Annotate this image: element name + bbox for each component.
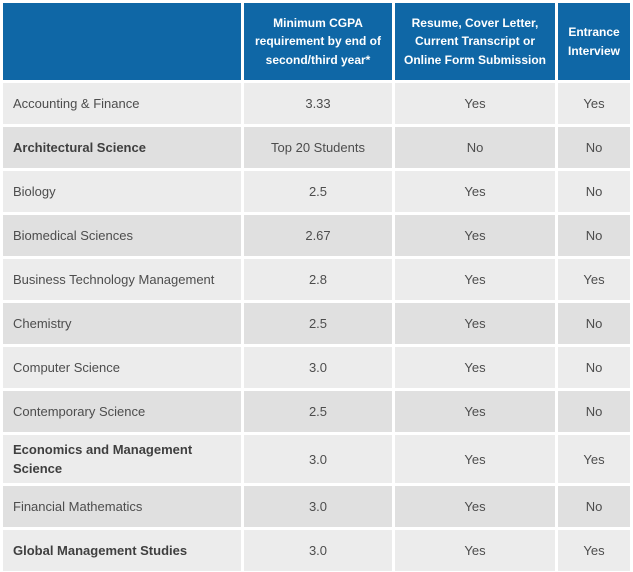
table-row: Biomedical Sciences 2.67 Yes No	[3, 215, 630, 256]
resume-cell: Yes	[395, 215, 555, 256]
program-cell: Biomedical Sciences	[3, 215, 241, 256]
table-row: Computer Science 3.0 Yes No	[3, 347, 630, 388]
header-program	[3, 3, 241, 80]
cgpa-cell: Top 20 Students	[244, 127, 392, 168]
table-row: Economics and Management Science 3.0 Yes Ye…	[3, 435, 630, 483]
header-entrance-interview: Entrance Interview	[558, 3, 630, 80]
resume-cell: Yes	[395, 171, 555, 212]
table-body: Accounting & Finance 3.33 Yes Yes Architectu…	[3, 83, 630, 572]
program-cell: Computer Science	[3, 347, 241, 388]
table-row: Contemporary Science 2.5 Yes No	[3, 391, 630, 432]
table-row: Business Technology Management 2.8 Yes Yes	[3, 259, 630, 300]
header-cgpa-requirement: Minimum CGPA requirement by end of secon…	[244, 3, 392, 80]
resume-cell: Yes	[395, 435, 555, 483]
cgpa-cell: 3.0	[244, 530, 392, 571]
interview-cell: No	[558, 215, 630, 256]
cgpa-cell: 2.67	[244, 215, 392, 256]
program-cell: Contemporary Science	[3, 391, 241, 432]
table-row: Biology 2.5 Yes No	[3, 171, 630, 212]
interview-cell: Yes	[558, 83, 630, 124]
cgpa-cell: 3.0	[244, 435, 392, 483]
resume-cell: Yes	[395, 486, 555, 527]
cgpa-cell: 3.0	[244, 347, 392, 388]
program-cell: Economics and Management Science	[3, 435, 241, 483]
cgpa-cell: 2.8	[244, 259, 392, 300]
table-row: Global Management Studies 3.0 Yes Yes	[3, 530, 630, 571]
program-cell: Biology	[3, 171, 241, 212]
program-cell: Architectural Science	[3, 127, 241, 168]
program-cell: Chemistry	[3, 303, 241, 344]
header-resume-submission: Resume, Cover Letter, Current Transcript…	[395, 3, 555, 80]
resume-cell: Yes	[395, 391, 555, 432]
program-cell: Accounting & Finance	[3, 83, 241, 124]
program-cell: Business Technology Management	[3, 259, 241, 300]
table-row: Architectural Science Top 20 Students No No	[3, 127, 630, 168]
interview-cell: No	[558, 171, 630, 212]
program-cell: Financial Mathematics	[3, 486, 241, 527]
table-row: Financial Mathematics 3.0 Yes No	[3, 486, 630, 527]
resume-cell: Yes	[395, 530, 555, 571]
resume-cell: Yes	[395, 303, 555, 344]
resume-cell: Yes	[395, 347, 555, 388]
program-cell: Global Management Studies	[3, 530, 241, 571]
resume-cell: Yes	[395, 83, 555, 124]
header-row: Minimum CGPA requirement by end of secon…	[3, 3, 630, 80]
cgpa-cell: 2.5	[244, 391, 392, 432]
interview-cell: No	[558, 347, 630, 388]
cgpa-cell: 3.0	[244, 486, 392, 527]
table-row: Accounting & Finance 3.33 Yes Yes	[3, 83, 630, 124]
interview-cell: Yes	[558, 530, 630, 571]
table-row: Chemistry 2.5 Yes No	[3, 303, 630, 344]
cgpa-cell: 2.5	[244, 171, 392, 212]
interview-cell: Yes	[558, 259, 630, 300]
resume-cell: Yes	[395, 259, 555, 300]
cgpa-cell: 2.5	[244, 303, 392, 344]
interview-cell: No	[558, 303, 630, 344]
cgpa-cell: 3.33	[244, 83, 392, 124]
interview-cell: No	[558, 486, 630, 527]
resume-cell: No	[395, 127, 555, 168]
interview-cell: Yes	[558, 435, 630, 483]
interview-cell: No	[558, 391, 630, 432]
interview-cell: No	[558, 127, 630, 168]
